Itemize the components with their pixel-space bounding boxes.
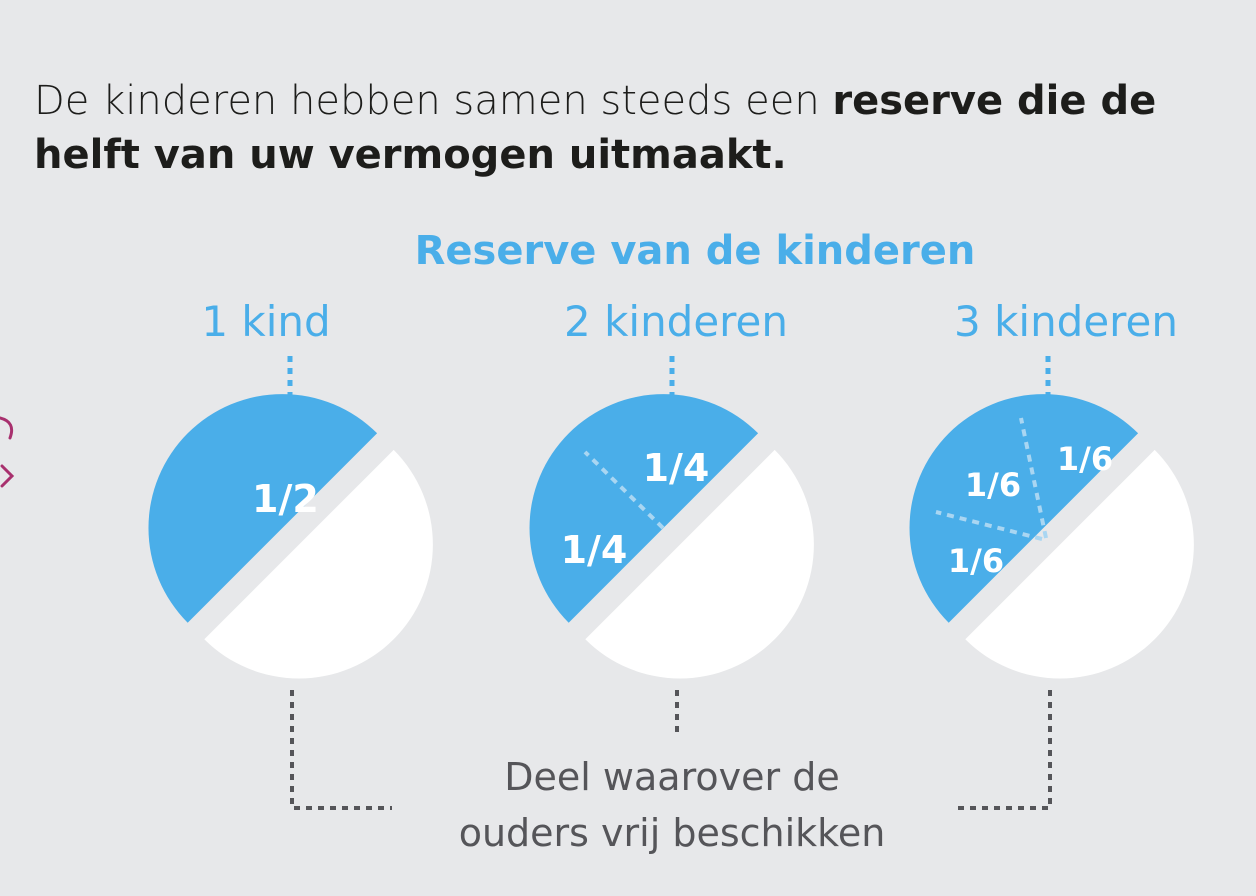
column-label-1-kind: 1 kind [201,297,330,346]
intro-regular: De kinderen hebben samen steeds een [34,78,833,124]
column-label-2-kinderen: 2 kinderen [564,297,788,346]
diagram-title: Reserve van de kinderen [415,228,976,274]
pie-2-free-part [585,449,814,679]
pie-2-fraction-1: 1/4 [643,446,710,490]
pie-3-kinderen: 1/6 1/6 1/6 [909,394,1194,679]
caption-connector-right [954,690,1052,810]
pie-3-fraction-1: 1/6 [1057,440,1113,478]
edge-decoration [0,416,15,488]
pie-1-kind: 1/2 [148,394,433,679]
intro-text: De kinderen hebben samen steeds een rese… [34,74,1234,182]
column-label-3-kinderen: 3 kinderen [954,297,1178,346]
pie-1-reserve [148,394,378,623]
pie-3-free-part [965,449,1194,679]
pie-1-free-part [204,449,433,679]
pie-2-fraction-2: 1/4 [561,528,628,572]
pie-3-reserve [909,394,1139,623]
pie-2-kinderen: 1/4 1/4 [529,394,814,679]
intro-bold: reserve die de helft van uw vermogen uit… [34,78,1157,178]
pie-3-fraction-2: 1/6 [965,466,1021,504]
pie-3-divider-2 [935,510,1043,541]
pie-2-divider [583,450,665,530]
caption-connector-left [290,690,392,810]
pie-1-fraction-1: 1/2 [252,477,319,521]
caption-line-2: ouders vrij beschikken [459,811,886,855]
caption-line-1: Deel waarover de [504,755,839,799]
pie-3-fraction-3: 1/6 [948,542,1004,580]
